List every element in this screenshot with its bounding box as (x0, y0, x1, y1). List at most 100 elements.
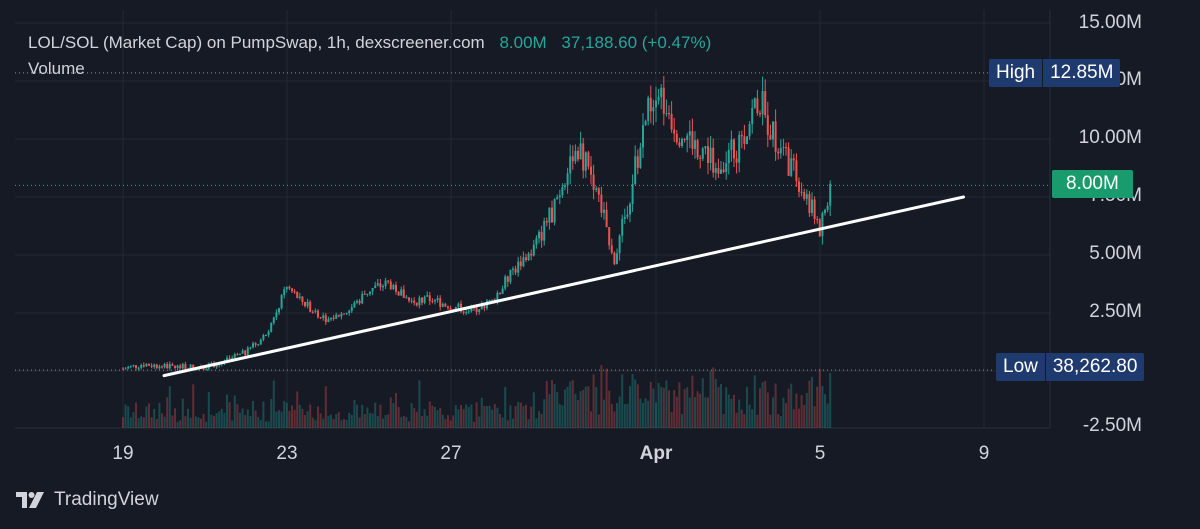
volume-bar (696, 391, 699, 428)
volume-bar (449, 420, 452, 428)
candle-body (556, 197, 559, 200)
candle-body (610, 245, 613, 253)
candle-body (600, 194, 603, 213)
candle-body (179, 365, 182, 369)
last-value: 8.00M (499, 33, 547, 52)
candle-body (410, 300, 413, 302)
candle-body (434, 300, 436, 302)
volume-bar (439, 407, 442, 428)
candle-body (496, 292, 499, 302)
candle-body (413, 300, 416, 303)
volume-bar (207, 391, 210, 428)
volume-bar (358, 417, 361, 428)
volume-bar (483, 405, 486, 428)
volume-bar (166, 397, 169, 428)
candle-body (551, 207, 553, 223)
candle-body (272, 317, 275, 323)
volume-bar (777, 414, 780, 428)
candle-body (478, 309, 481, 312)
candle-body (467, 311, 470, 313)
candle-body (252, 343, 254, 348)
candle-body (512, 268, 514, 270)
candle-body (215, 365, 218, 368)
volume-bar (332, 419, 335, 428)
volume-bar (655, 402, 657, 428)
candle-body (618, 235, 621, 254)
candle-body (644, 121, 647, 126)
price-change: 37,188.60 (+0.47%) (561, 33, 712, 52)
volume-bar (574, 393, 577, 428)
volume-bar (239, 412, 241, 428)
candle-body (374, 285, 377, 289)
candle-body (582, 143, 585, 171)
volume-bar (548, 394, 551, 428)
volume-bar (470, 404, 473, 428)
volume-bar (730, 398, 733, 428)
volume-bar (387, 414, 390, 428)
candle-body (454, 307, 457, 310)
candle-body (366, 293, 369, 295)
volume-bar (660, 386, 663, 428)
volume-bar (691, 375, 694, 428)
high-label: High (989, 59, 1044, 87)
candle-body (246, 347, 249, 356)
candle-body (532, 244, 535, 256)
candle-body (283, 289, 286, 296)
volume-bar (808, 380, 811, 428)
candle-body (278, 308, 280, 313)
candle-body (480, 304, 483, 310)
candle-body (285, 286, 288, 290)
volume-bar (153, 408, 156, 428)
candle-body (795, 160, 798, 182)
candle-body (616, 253, 618, 265)
volume-bar (179, 420, 182, 428)
volume-bar (592, 374, 595, 428)
candle-body (168, 364, 171, 369)
candle-body (244, 350, 247, 356)
volume-bar (644, 398, 647, 428)
volume-bar (184, 416, 187, 428)
candle-body (590, 166, 592, 175)
tradingview-brand[interactable]: TradingView (16, 489, 159, 511)
candle-body (163, 364, 166, 368)
candle-body (751, 107, 754, 125)
candle-body (293, 291, 296, 293)
candle-body (670, 113, 673, 130)
volume-bar (330, 414, 332, 428)
volume-bar (681, 413, 683, 428)
candle-body (514, 268, 517, 273)
candle-body (613, 252, 616, 265)
candle-body (135, 365, 137, 368)
candle-body (301, 296, 304, 302)
volume-bar (210, 414, 213, 428)
chart-header: LOL/SOL (Market Cap) on PumpSwap, 1h, de… (28, 33, 711, 53)
volume-bar (418, 380, 421, 428)
volume-bar (535, 418, 538, 428)
volume-bar (769, 414, 772, 428)
candle-body (439, 298, 442, 307)
volume-bar (748, 404, 751, 428)
candle-body (392, 284, 395, 290)
volume-bar (772, 397, 774, 428)
volume-bar (194, 416, 197, 428)
candle-body (376, 283, 379, 286)
volume-bar (176, 421, 179, 428)
volume-bar (662, 387, 665, 428)
volume-bar (218, 411, 221, 428)
x-tick-label: 27 (440, 443, 462, 464)
volume-bar (727, 394, 730, 428)
candle-body (540, 231, 543, 241)
candle-body (137, 367, 140, 369)
volume-bar (122, 417, 124, 428)
x-tick-label: 19 (112, 443, 134, 464)
candle-body (327, 319, 330, 323)
volume-bar (423, 409, 426, 428)
candle-body (623, 216, 626, 219)
candle-body (465, 312, 468, 314)
candle-body (226, 357, 228, 362)
candle-body (647, 97, 650, 122)
volume-bar (192, 384, 195, 428)
candle-body (509, 269, 512, 282)
volume-bar (525, 404, 527, 428)
